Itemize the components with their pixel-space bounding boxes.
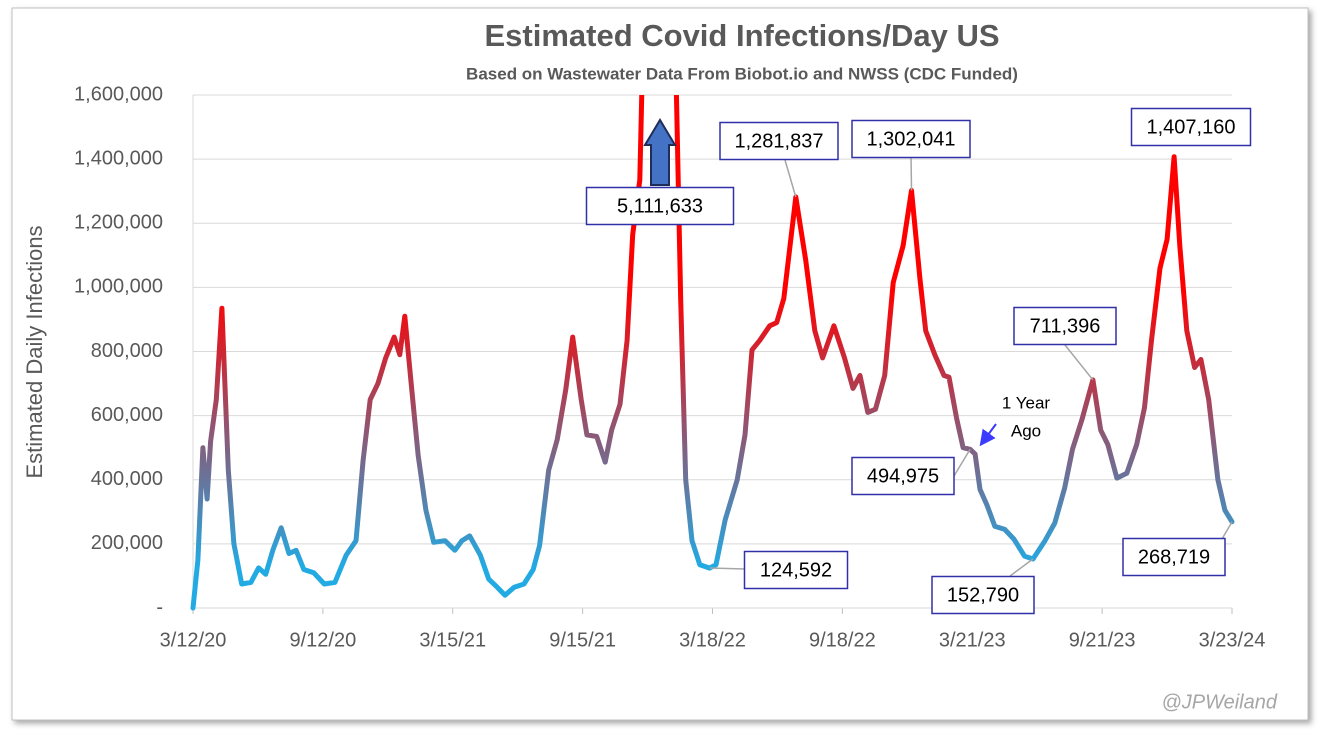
y-tick-label: 800,000: [91, 340, 163, 362]
data-label: 1,407,160: [1147, 116, 1236, 138]
chart-subtitle: Based on Wastewater Data From Biobot.io …: [466, 64, 1018, 83]
callout-box: [931, 575, 1035, 615]
data-label: 711,396: [1030, 315, 1101, 337]
x-tick-label: 3/21/23: [939, 629, 1006, 651]
x-tick-label: 9/21/23: [1069, 629, 1136, 651]
data-label: 268,719: [1138, 546, 1210, 568]
data-label: 152,790: [947, 584, 1019, 606]
credit: @JPWeiland: [1161, 691, 1277, 713]
data-label: 1,302,041: [867, 128, 956, 150]
y-axis-title: Estimated Daily Infections: [22, 225, 47, 478]
annotation-line: 1 Year: [1002, 393, 1051, 412]
y-tick-label: 1,200,000: [74, 212, 163, 234]
y-tick-label: -: [156, 596, 163, 618]
callout-box: [585, 186, 735, 226]
x-tick-label: 3/18/22: [679, 629, 746, 651]
callout-box: [851, 456, 955, 496]
y-tick-label: 600,000: [91, 404, 163, 426]
leader-line: [953, 448, 971, 477]
leader-line: [709, 567, 746, 570]
x-tick-label: 3/12/20: [160, 629, 227, 651]
callout-box: [719, 121, 839, 161]
data-label: 5,111,633: [617, 195, 703, 217]
data-label: 494,975: [867, 465, 939, 487]
x-tick-label: 9/12/20: [290, 629, 357, 651]
chart-frame: [11, 7, 1309, 721]
annotation-arrow: [979, 423, 997, 447]
x-tick-label: 3/23/24: [1199, 629, 1266, 651]
leader-line: [1009, 558, 1034, 577]
callout-box: [851, 119, 971, 159]
off-scale-arrow: [643, 118, 677, 186]
y-tick-label: 1,400,000: [74, 147, 163, 169]
data-line: [190, 95, 1235, 611]
chart-title: Estimated Covid Infections/Day US: [484, 18, 999, 53]
data-label: 1,281,837: [735, 130, 824, 152]
y-tick-label: 200,000: [91, 532, 163, 554]
y-tick-label: 400,000: [91, 468, 163, 490]
leader-line: [910, 156, 913, 191]
y-tick-label: 1,600,000: [74, 83, 163, 105]
x-tick-label: 3/15/21: [419, 629, 486, 651]
callout-box: [1130, 107, 1252, 147]
callout-box: [1013, 306, 1117, 346]
annotation-line: Ago: [1011, 421, 1041, 440]
leader-line: [784, 159, 797, 198]
y-tick-label: 1,000,000: [74, 276, 163, 298]
leader-line: [1064, 344, 1094, 381]
x-tick-label: 9/18/22: [809, 629, 876, 651]
leader-line: [1221, 521, 1233, 540]
data-label: 124,592: [760, 559, 832, 581]
callout-box: [1122, 537, 1226, 577]
callout-box: [743, 550, 849, 590]
x-tick-label: 9/15/21: [549, 629, 616, 651]
